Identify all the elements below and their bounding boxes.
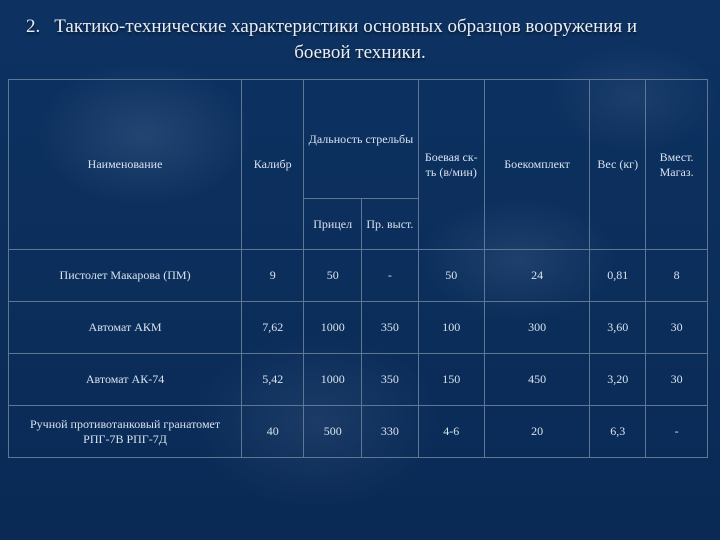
spec-table: Наименование Калибр Дальность стрельбы Б… xyxy=(8,79,708,458)
cell-name: Пистолет Макарова (ПМ) xyxy=(9,250,242,302)
col-name: Наименование xyxy=(9,80,242,250)
slide-title: 2. Тактико-технические характеристики осн… xyxy=(0,0,720,65)
cell-cal: 7,62 xyxy=(242,302,304,354)
cell-ammo: 450 xyxy=(484,354,589,406)
cell-cal: 5,42 xyxy=(242,354,304,406)
table-row: Пистолет Макарова (ПМ)950-50240,818 xyxy=(9,250,708,302)
cell-sight: 1000 xyxy=(304,354,362,406)
cell-ammo: 20 xyxy=(484,406,589,458)
table-row: Автомат АК-745,4210003501504503,2030 xyxy=(9,354,708,406)
title-line1: Тактико-технические характеристики основ… xyxy=(54,16,637,37)
col-mag: Вмест. Магаз. xyxy=(646,80,708,250)
cell-weight: 6,3 xyxy=(590,406,646,458)
col-cal: Калибр xyxy=(242,80,304,250)
table-row: Ручной противотанковый гранатомет РПГ-7В… xyxy=(9,406,708,458)
col-ammo: Боекомплект xyxy=(484,80,589,250)
col-shot: Пр. выст. xyxy=(362,199,419,250)
cell-mag: 8 xyxy=(646,250,708,302)
cell-name: Ручной противотанковый гранатомет РПГ-7В… xyxy=(9,406,242,458)
table-header: Наименование Калибр Дальность стрельбы Б… xyxy=(9,80,708,250)
cell-sight: 1000 xyxy=(304,302,362,354)
cell-weight: 3,60 xyxy=(590,302,646,354)
cell-rof: 4-6 xyxy=(418,406,484,458)
cell-shot: 350 xyxy=(362,302,419,354)
cell-mag: 30 xyxy=(646,302,708,354)
col-weight: Вес (кг) xyxy=(590,80,646,250)
cell-shot: 330 xyxy=(362,406,419,458)
cell-mag: 30 xyxy=(646,354,708,406)
cell-shot: 350 xyxy=(362,354,419,406)
cell-cal: 9 xyxy=(242,250,304,302)
cell-name: Автомат АКМ xyxy=(9,302,242,354)
col-rof: Боевая ск-ть (в/мин) xyxy=(418,80,484,250)
table-row: Автомат АКМ7,6210003501003003,6030 xyxy=(9,302,708,354)
cell-sight: 50 xyxy=(304,250,362,302)
header-row-1: Наименование Калибр Дальность стрельбы Б… xyxy=(9,80,708,199)
cell-rof: 150 xyxy=(418,354,484,406)
title-line2: боевой техники. xyxy=(26,40,694,66)
col-sight: Прицел xyxy=(304,199,362,250)
table-body: Пистолет Макарова (ПМ)950-50240,818Автом… xyxy=(9,250,708,458)
cell-rof: 100 xyxy=(418,302,484,354)
cell-weight: 3,20 xyxy=(590,354,646,406)
cell-rof: 50 xyxy=(418,250,484,302)
cell-name: Автомат АК-74 xyxy=(9,354,242,406)
title-number: 2. xyxy=(26,16,40,37)
cell-cal: 40 xyxy=(242,406,304,458)
cell-weight: 0,81 xyxy=(590,250,646,302)
cell-mag: - xyxy=(646,406,708,458)
col-range: Дальность стрельбы xyxy=(304,80,418,199)
cell-shot: - xyxy=(362,250,419,302)
cell-sight: 500 xyxy=(304,406,362,458)
cell-ammo: 24 xyxy=(484,250,589,302)
cell-ammo: 300 xyxy=(484,302,589,354)
